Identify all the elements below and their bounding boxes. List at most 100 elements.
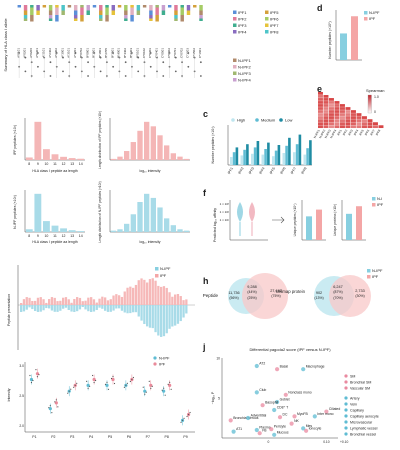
heatmap-cell xyxy=(323,101,329,104)
presentation-bar-nipf xyxy=(34,305,37,312)
venn-circle-ipf xyxy=(329,275,371,317)
heatmap-cell xyxy=(334,122,340,125)
presentation-bar-ipf xyxy=(182,300,185,305)
pointrange-xtick: P9 xyxy=(183,435,187,439)
allele-bar-segment xyxy=(80,15,84,22)
presentation-bar-nipf xyxy=(22,305,26,312)
presentation-bar-ipf xyxy=(171,296,174,305)
presentation-bar-ipf xyxy=(154,280,157,305)
legend-swatch xyxy=(344,420,348,424)
j-point xyxy=(301,367,306,372)
pointrange-point xyxy=(105,383,109,387)
pointrange-dot xyxy=(35,369,37,371)
pointrange-dot xyxy=(183,417,185,419)
j-point xyxy=(260,403,265,408)
allele-bar-segment xyxy=(161,5,166,11)
allele-label: B*4001 xyxy=(117,48,121,58)
legend-label: N-I xyxy=(377,196,382,201)
heatmap-cell xyxy=(318,116,323,119)
allele-dot xyxy=(187,65,190,68)
j-xtick: 0 xyxy=(267,440,269,444)
venn-value: 11,736 xyxy=(228,291,239,295)
allele-bar-segment xyxy=(30,15,34,22)
legend-label: IPF4 xyxy=(238,30,247,35)
allele-dot xyxy=(174,70,177,73)
heatmap-label: N-IPF2 xyxy=(318,129,326,140)
presentation-bar-ipf xyxy=(160,286,163,305)
allele-dot xyxy=(99,70,102,73)
allele-bar-segment xyxy=(193,5,197,8)
heatmap-cell xyxy=(345,110,351,113)
f-ylabel: Predicted log₁₀ affinity xyxy=(213,208,217,242)
allele-label: A*0201 xyxy=(23,48,27,58)
len-tick: 11 xyxy=(53,234,57,238)
heatmap-label: N-IPF3 xyxy=(324,129,332,140)
heatmap-cell xyxy=(323,98,329,101)
c-bar xyxy=(298,134,302,165)
pointrange-dot xyxy=(148,380,150,382)
heatmap-cell xyxy=(351,119,356,122)
allele-label: B*2705 xyxy=(104,48,108,58)
presentation-bar-ipf xyxy=(126,287,129,305)
pointrange-xtick: P8 xyxy=(165,435,169,439)
presentation-bar-nipf xyxy=(67,305,70,311)
pointrange-point xyxy=(111,377,115,382)
heatmap-cell xyxy=(329,104,334,107)
presentation-bar-ipf xyxy=(34,300,37,305)
heatmap-label: IPF3 xyxy=(347,129,354,137)
j-point xyxy=(304,428,309,433)
allele-dot xyxy=(49,75,52,77)
pointrange-dot xyxy=(106,381,108,383)
venn-protein-label: Unimap protein xyxy=(276,289,306,294)
c-bar xyxy=(256,141,260,165)
legend-label: Lymphatic vessel xyxy=(350,427,378,431)
pointrange-dot xyxy=(73,386,75,388)
j-point xyxy=(257,431,262,436)
heatmap-cell xyxy=(334,110,340,113)
len-tick: 14 xyxy=(79,234,83,238)
nipf-intensity-bar xyxy=(150,197,156,232)
presentation-bar-ipf xyxy=(157,285,160,305)
c-bar xyxy=(288,137,291,165)
allele-label: C*0102 xyxy=(142,48,146,58)
ipf-intensity-bar xyxy=(144,121,150,160)
heatmap-cell xyxy=(323,95,329,98)
presentation-bar-ipf xyxy=(118,295,121,305)
nipf-length-bar xyxy=(25,229,33,232)
pointrange-point xyxy=(35,372,40,376)
ipf-intensity-bar xyxy=(157,135,163,160)
panel-letter-c: c xyxy=(203,109,208,119)
heatmap-cell xyxy=(318,95,323,98)
legend-label: IPF2 xyxy=(238,17,247,22)
legend-label: IPF5 xyxy=(270,10,279,15)
presentation-bar-nipf xyxy=(126,305,129,314)
allele-dot xyxy=(112,52,115,54)
presentation-bar-nipf xyxy=(171,305,174,327)
allele-bar-segment xyxy=(61,5,65,11)
presentation-bar-nipf xyxy=(176,305,180,324)
presentation-bar-ipf xyxy=(106,300,110,305)
presentation-bar-ipf xyxy=(20,303,23,305)
presentation-bar-ipf xyxy=(168,292,171,305)
allele-bar-segment xyxy=(130,15,134,22)
pointrange-xtick: P7 xyxy=(146,435,150,439)
heatmap-cell xyxy=(334,104,340,107)
venn-pct: (56%) xyxy=(229,296,238,300)
heatmap-cell xyxy=(329,122,334,125)
allele-bar-segment xyxy=(186,10,191,15)
legend-label: Vascular SM xyxy=(350,387,370,391)
ipf-length-bar xyxy=(51,154,59,160)
heatmap-cell xyxy=(334,116,340,119)
pointrange-dot xyxy=(57,406,59,408)
j-point xyxy=(301,426,306,431)
allele-label: A*2402 xyxy=(48,48,52,58)
heatmap-cell xyxy=(362,116,367,119)
len-tick: 14 xyxy=(79,162,83,166)
presentation-bar-nipf xyxy=(28,305,31,308)
ipf-length-bar xyxy=(25,157,33,160)
heatmap-cell xyxy=(345,122,351,125)
pointrange-dot xyxy=(164,394,166,396)
heatmap-cell xyxy=(318,92,323,95)
heatmap-cell xyxy=(356,116,362,119)
presentation-bar-ipf xyxy=(137,280,140,305)
